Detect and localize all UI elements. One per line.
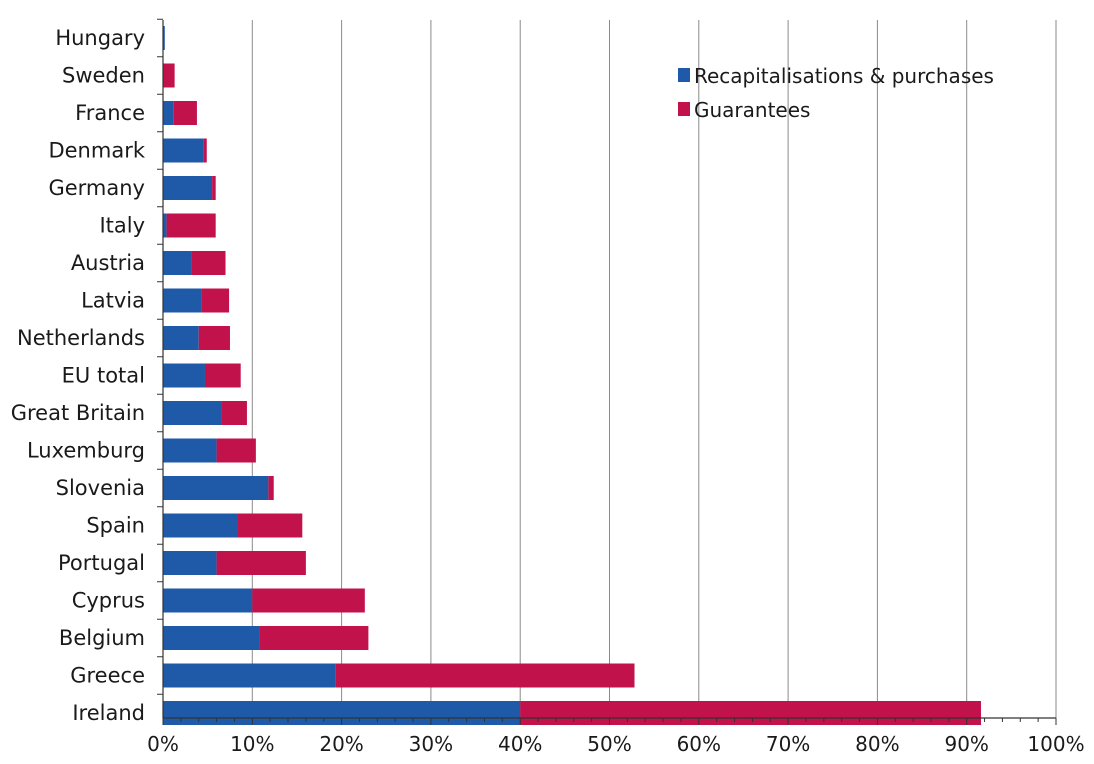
bar-spain-guarantees [238, 513, 303, 538]
bar-eu-total-recapitalisations [163, 363, 205, 388]
x-tick-label-1: 10% [230, 732, 274, 756]
category-label-latvia: Latvia [81, 289, 145, 313]
bar-slovenia-recapitalisations [163, 476, 269, 500]
x-tick-label-2: 20% [319, 732, 363, 756]
bar-slovenia-guarantees [268, 476, 274, 500]
category-label-eu-total: EU total [62, 364, 145, 388]
x-tick-label-7: 70% [766, 732, 810, 756]
bar-denmark-recapitalisations [163, 138, 204, 163]
bar-greece-guarantees [335, 663, 635, 688]
x-tick-label-10: 100% [1027, 732, 1084, 756]
x-tick-labels: 0% 10% 20% 30% 40% 50% 60% 70% 80% 90% 100% [147, 732, 1084, 756]
bar-denmark-guarantees [203, 138, 207, 163]
bars [163, 26, 981, 725]
category-label-cyprus: Cyprus [72, 589, 145, 613]
bar-france-recapitalisations [163, 101, 174, 125]
category-label-ireland: Ireland [72, 701, 145, 725]
legend-swatch-recapitalisations [678, 68, 690, 82]
bar-italy-recapitalisations [163, 213, 167, 238]
x-tick-label-8: 80% [855, 732, 899, 756]
bar-greece-recapitalisations [163, 663, 336, 688]
bar-netherlands-recapitalisations [163, 326, 199, 350]
category-label-austria: Austria [71, 251, 145, 275]
bar-portugal-recapitalisations [163, 551, 217, 575]
bar-france-guarantees [173, 101, 197, 125]
category-label-luxemburg: Luxemburg [27, 439, 145, 463]
axes [157, 18, 1057, 725]
bar-belgium-guarantees [259, 626, 369, 650]
category-label-spain: Spain [86, 514, 145, 538]
bar-eu-total-guarantees [204, 363, 241, 388]
category-label-italy: Italy [99, 214, 145, 238]
bar-belgium-recapitalisations [163, 626, 260, 650]
bar-spain-recapitalisations [163, 513, 239, 538]
bar-great-britain-guarantees [221, 401, 247, 425]
x-tick-label-9: 90% [944, 732, 988, 756]
bar-luxemburg-guarantees [216, 438, 256, 463]
category-labels: Hungary Sweden France Denmark Germany Italy Au… [11, 26, 146, 725]
x-tick-label-0: 0% [147, 732, 179, 756]
category-label-sweden: Sweden [62, 64, 145, 88]
bar-portugal-guarantees [216, 551, 306, 575]
x-tick-label-6: 60% [677, 732, 721, 756]
legend-swatch-guarantees [678, 102, 690, 116]
bar-latvia-recapitalisations [163, 288, 202, 313]
category-label-greece: Greece [70, 664, 145, 688]
category-label-belgium: Belgium [59, 626, 145, 650]
bar-great-britain-recapitalisations [163, 401, 222, 425]
category-label-denmark: Denmark [48, 139, 145, 163]
bar-cyprus-guarantees [252, 588, 365, 613]
category-label-portugal: Portugal [58, 551, 145, 575]
x-tick-label-4: 40% [498, 732, 542, 756]
bar-latvia-guarantees [201, 288, 230, 313]
x-tick-label-5: 50% [587, 732, 631, 756]
legend-label-guarantees: Guarantees [694, 98, 810, 122]
category-label-germany: Germany [48, 176, 145, 200]
category-label-hungary: Hungary [55, 26, 145, 50]
bar-sweden-guarantees [163, 63, 175, 88]
bar-italy-guarantees [166, 213, 216, 238]
category-label-slovenia: Slovenia [56, 476, 145, 500]
bar-austria-guarantees [191, 251, 226, 275]
bar-hungary-recapitalisations [163, 26, 165, 50]
gridlines [251, 20, 1057, 718]
category-label-netherlands: Netherlands [17, 326, 145, 350]
bar-ireland-guarantees [520, 701, 981, 725]
bar-cyprus-recapitalisations [163, 588, 253, 613]
legend: Recapitalisations & purchases Guarantees [678, 64, 994, 122]
category-label-great-britain: Great Britain [11, 401, 145, 425]
bar-netherlands-guarantees [198, 326, 230, 350]
bar-germany-guarantees [212, 176, 216, 200]
x-tick-label-3: 30% [409, 732, 453, 756]
bar-luxemburg-recapitalisations [163, 438, 217, 463]
legend-label-recapitalisations: Recapitalisations & purchases [694, 64, 994, 88]
bar-austria-recapitalisations [163, 251, 192, 275]
category-label-france: France [75, 101, 145, 125]
bar-germany-recapitalisations [163, 176, 213, 200]
